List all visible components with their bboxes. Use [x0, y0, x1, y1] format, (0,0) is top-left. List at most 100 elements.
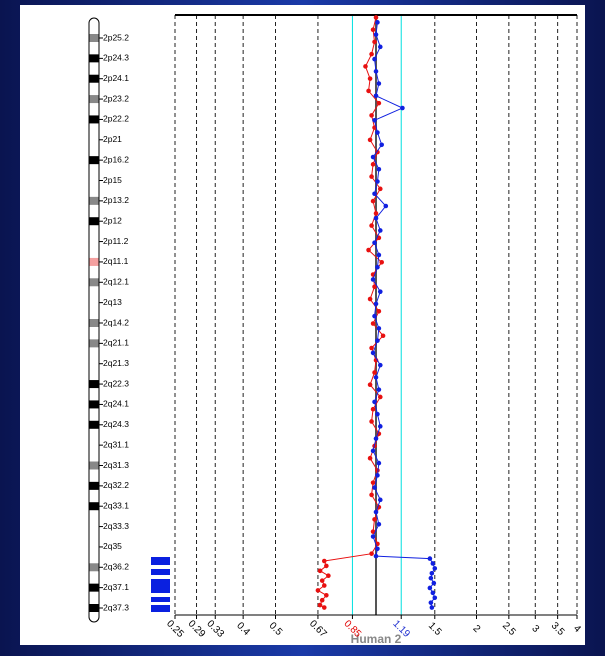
profile-point [374, 211, 379, 216]
profile-point [371, 449, 376, 454]
profile-point [369, 493, 374, 498]
profile-point [431, 561, 436, 566]
profile-point [379, 260, 384, 265]
profile-point [371, 351, 376, 356]
profile-point [374, 32, 379, 37]
band-label: 2p24.3 [103, 53, 129, 63]
profile-point [432, 566, 437, 571]
profile-point [374, 302, 379, 307]
profile-point [369, 113, 374, 118]
profile-point [371, 407, 376, 412]
chromosome-band [90, 197, 99, 205]
profile-point [371, 199, 376, 204]
band-label: 2q33.3 [103, 521, 129, 531]
profile-point [374, 510, 379, 515]
chromosome-band [90, 95, 99, 103]
profile-point [377, 81, 382, 86]
profile-point [372, 57, 377, 62]
band-label: 2q12.1 [103, 277, 129, 287]
chromosome-band [90, 115, 99, 123]
profile-point [375, 179, 380, 184]
chromosome-band [90, 604, 99, 612]
chromosome-band [90, 380, 99, 388]
profile-point [369, 223, 374, 228]
chart: 2p25.22p24.32p24.12p23.22p22.22p212p16.2… [0, 0, 605, 656]
band-label: 2q13 [103, 297, 122, 307]
profile-point [320, 598, 325, 603]
profile-point [372, 314, 377, 319]
band-label: 2q21.3 [103, 358, 129, 368]
profile-point [318, 569, 323, 574]
profile-point [430, 605, 435, 610]
profile-point [378, 498, 383, 503]
profile-point [375, 130, 380, 135]
profile-point [374, 375, 379, 380]
profile-point [377, 387, 382, 392]
profile-point [369, 52, 374, 57]
profile-point [369, 174, 374, 179]
chromosome-band [90, 278, 99, 286]
profile-point [369, 551, 374, 556]
profile-point [372, 370, 377, 375]
profile-point [326, 573, 331, 578]
profile-point [322, 583, 327, 588]
profile-point [374, 436, 379, 441]
profile-point [368, 76, 373, 81]
profile-point [378, 363, 383, 368]
profile-point [430, 571, 435, 576]
profile-point [371, 534, 376, 539]
profile-point [368, 456, 373, 461]
profile-point [377, 522, 382, 527]
profile-point [432, 581, 437, 586]
chromosome-band [90, 482, 99, 490]
profile-point [429, 576, 434, 581]
chromosome-band [90, 462, 99, 470]
profile-point [375, 412, 380, 417]
chromosome-band [90, 319, 99, 327]
profile-point [375, 20, 380, 25]
profile-point [384, 204, 389, 209]
chromosome-band [90, 217, 99, 225]
band-label: 2p13.2 [103, 195, 129, 205]
band-label: 2q37.1 [103, 582, 129, 592]
band-label: 2q32.2 [103, 480, 129, 490]
profile-point [324, 593, 329, 598]
chromosome-band [90, 421, 99, 429]
profile-point [363, 64, 368, 69]
aberration-block [151, 597, 170, 602]
profile-point [322, 559, 327, 564]
profile-point [318, 603, 323, 608]
chromosome-band [90, 156, 99, 164]
profile-point [372, 40, 377, 45]
chromosome-band [90, 400, 99, 408]
band-label: 2q24.3 [103, 419, 129, 429]
profile-point [372, 485, 377, 490]
chromosome-band [90, 258, 99, 266]
profile-point [378, 289, 383, 294]
profile-point [377, 309, 382, 314]
profile-point [322, 605, 327, 610]
profile-point [316, 588, 321, 593]
profile-point [429, 600, 434, 605]
profile-point [377, 326, 382, 331]
profile-point [428, 586, 433, 591]
profile-point [378, 45, 383, 50]
profile-point [374, 94, 379, 99]
band-label: 2p23.2 [103, 93, 129, 103]
band-label: 2q22.3 [103, 378, 129, 388]
profile-point [377, 101, 382, 106]
profile-point [320, 578, 325, 583]
profile-point [371, 277, 376, 282]
band-label: 2q36.2 [103, 562, 129, 572]
band-label: 2p22.2 [103, 114, 129, 124]
profile-point [368, 297, 373, 302]
profile-point [381, 333, 386, 338]
chromosome-band [90, 75, 99, 83]
profile-point [371, 162, 376, 167]
profile-point [366, 248, 371, 253]
profile-point [432, 595, 437, 600]
profile-point [377, 167, 382, 172]
profile-point [375, 473, 380, 478]
profile-point [374, 15, 379, 20]
profile-point [375, 338, 380, 343]
